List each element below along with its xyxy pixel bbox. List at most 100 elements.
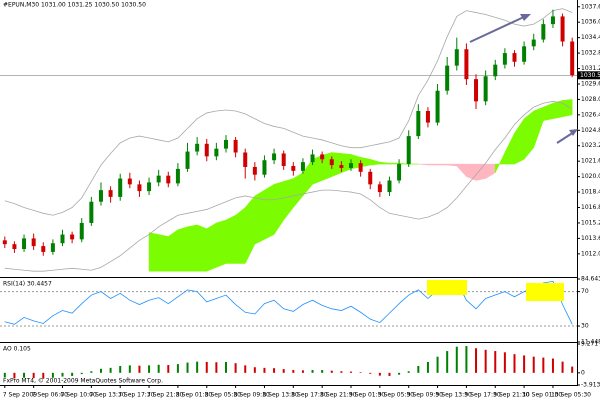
ao-bar — [263, 367, 266, 373]
cloud-segment — [389, 162, 400, 165]
candle-body — [127, 178, 132, 185]
candle-body — [175, 168, 180, 184]
ao-bar — [215, 362, 218, 373]
cloud-segment — [177, 226, 188, 272]
ao-bar — [71, 372, 74, 376]
candle-body — [243, 152, 248, 167]
ao-bar — [80, 372, 83, 375]
candle-body — [156, 175, 161, 183]
ao-bar — [350, 371, 353, 373]
ao-bar — [503, 352, 506, 373]
cloud-segment — [216, 219, 227, 268]
ao-bar — [61, 372, 64, 377]
ao-bar — [311, 370, 314, 373]
candle-body — [425, 110, 430, 123]
y-tick-label: 1029.60 — [581, 80, 600, 87]
candle-body — [560, 16, 565, 42]
ao-bar — [90, 371, 93, 373]
ao-bar — [388, 372, 391, 376]
ao-bar — [446, 351, 449, 373]
y-tick-label: 1020.00 — [581, 173, 600, 180]
y-tick-label: 1023.20 — [581, 142, 600, 149]
ao-bar — [426, 361, 429, 373]
x-tick-label: 8 Sep 13:30 — [262, 392, 298, 399]
ao-bar — [561, 361, 564, 373]
footer: FxPro MT4, © 2001-2009 MetaQuotes Softwa… — [3, 378, 163, 385]
candle-body — [310, 154, 315, 163]
ao-bar — [224, 361, 227, 373]
candle-body — [214, 148, 219, 157]
trend-arrow — [556, 129, 578, 144]
plot-layer: 1037.60 1036.00 1034.40 1032.80 1031.20 1029.… — [0, 3, 600, 399]
candle-body — [185, 151, 190, 169]
ao-bar — [542, 357, 545, 373]
ao-bar — [513, 354, 516, 373]
ao-bar — [398, 372, 401, 375]
candle-body — [252, 166, 257, 175]
y-tick-label: 1036.00 — [581, 19, 600, 26]
y-tick-label: 1026.40 — [581, 111, 600, 118]
highlight-box — [427, 280, 467, 295]
candle-body — [137, 184, 142, 192]
ao-bar — [484, 349, 487, 373]
candle-body — [502, 53, 507, 65]
ao-bar — [273, 368, 276, 373]
ao-bar — [455, 346, 458, 373]
candle-body — [89, 201, 94, 223]
ao-bar — [436, 356, 439, 373]
ao-bar — [465, 346, 468, 373]
arrow-head — [520, 14, 531, 21]
ao-bar — [244, 365, 247, 373]
y-tick-label: 1016.80 — [581, 204, 600, 211]
y-tick-label: 1032.80 — [581, 50, 600, 57]
ao-bar — [234, 363, 237, 373]
candle-body — [50, 243, 55, 252]
candle-body — [416, 110, 421, 137]
y-tick-label: 84.6434 — [581, 276, 600, 283]
cloud-segment — [427, 163, 438, 166]
candle-body — [147, 182, 152, 192]
candle-body — [272, 153, 277, 161]
candle-body — [464, 49, 469, 80]
candle-body — [512, 53, 517, 62]
candle-body — [483, 76, 488, 102]
ao-bar — [523, 355, 526, 373]
cloud-segment — [562, 99, 573, 118]
cloud-segment — [148, 232, 159, 272]
ao-bar — [157, 364, 160, 373]
y-tick-label: -3.913 — [581, 382, 600, 389]
y-tick-label: 11.4481 — [581, 339, 600, 346]
ao-bar — [51, 372, 54, 378]
candle-body — [233, 139, 238, 153]
y-tick-label: 30 — [581, 323, 589, 330]
candle-body — [223, 139, 228, 149]
ao-bar — [13, 372, 16, 379]
candle-body — [70, 234, 75, 240]
candle-body — [281, 153, 286, 167]
x-tick-label: 7 Sep 17:30 — [118, 392, 154, 399]
x-tick-label: 7 Sep 10:00 — [61, 392, 97, 399]
candle-body — [12, 244, 17, 250]
y-tick-label: 1018.40 — [581, 189, 600, 196]
x-tick-label: 9 Sep 01:30 — [349, 392, 385, 399]
candle-body — [550, 16, 555, 25]
ao-bar — [282, 369, 285, 373]
ao-bar — [417, 365, 420, 373]
candle-body — [454, 49, 459, 66]
candle-body — [397, 164, 402, 181]
y-tick-label: 1037.60 — [581, 3, 600, 10]
candle-body — [2, 240, 7, 245]
ao-bar — [321, 370, 324, 373]
y-tick-label: 1024.80 — [581, 127, 600, 134]
rsi-line — [4, 280, 573, 325]
cloud-segment — [475, 163, 486, 181]
y-tick-label: 1028.00 — [581, 96, 600, 103]
ao-bar — [532, 356, 535, 373]
candle-body — [329, 159, 334, 166]
cloud-segment — [235, 206, 246, 264]
candle-body — [291, 166, 296, 171]
cloud-segment — [187, 224, 198, 272]
candle-body — [541, 24, 546, 40]
